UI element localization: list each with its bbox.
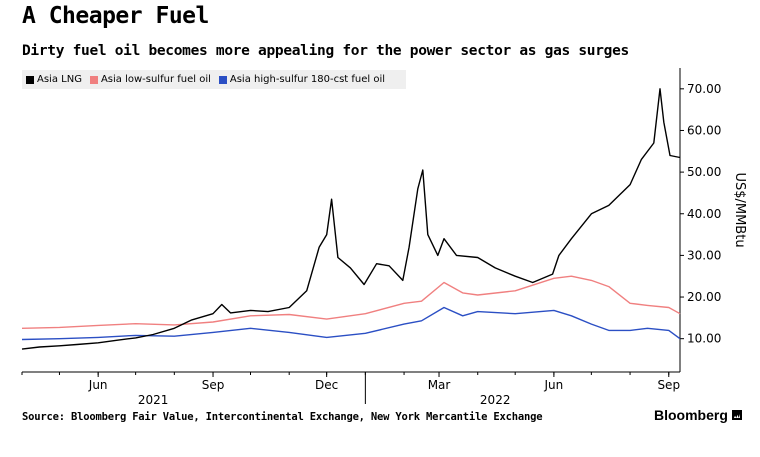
series-line-asia-low-sulfur-fuel-oil	[21, 275, 681, 329]
legend-swatch-high-sulfur	[218, 75, 227, 84]
legend-item-high-sulfur: Asia high-sulfur 180-cst fuel oil	[218, 74, 386, 85]
legend: Asia LNG Asia low-sulfur fuel oil Asia h…	[22, 70, 406, 89]
series-line-asia-lng	[21, 88, 681, 350]
series-line-asia-high-sulfur-180-cst-fuel-oil	[21, 306, 681, 341]
y-tick-label: 50.00	[687, 165, 721, 179]
y-tick-label: 40.00	[687, 207, 721, 221]
chart-icon	[731, 410, 742, 420]
brand-logo: Bloomberg	[654, 407, 742, 423]
y-tick-label: 30.00	[687, 248, 721, 262]
chart-title: A Cheaper Fuel	[22, 3, 209, 29]
legend-swatch-low-sulfur	[89, 75, 98, 84]
y-tick-label: 20.00	[687, 290, 721, 304]
y-tick-label: 10.00	[687, 332, 721, 346]
year-label: 2021	[138, 393, 169, 407]
legend-label-asia-lng: Asia LNG	[37, 74, 82, 85]
x-tick-label: Sep	[202, 378, 225, 392]
y-tick-label: 60.00	[687, 123, 721, 137]
year-label: 2022	[480, 393, 511, 407]
y-axis-title: US$/MMBtu	[732, 172, 747, 247]
x-tick-label: Jun	[88, 378, 108, 392]
legend-item-low-sulfur: Asia low-sulfur fuel oil	[89, 74, 211, 85]
y-tick-label: 70.00	[687, 82, 721, 96]
x-tick-label: Sep	[657, 378, 680, 392]
legend-item-asia-lng: Asia LNG	[26, 74, 82, 85]
chart-subtitle: Dirty fuel oil becomes more appealing fo…	[22, 43, 629, 59]
legend-label-high-sulfur: Asia high-sulfur 180-cst fuel oil	[229, 74, 386, 85]
source-note: Source: Bloomberg Fair Value, Interconti…	[22, 411, 543, 423]
x-tick-label: Mar	[428, 378, 451, 392]
x-tick-label: Jun	[544, 378, 564, 392]
legend-label-low-sulfur: Asia low-sulfur fuel oil	[100, 74, 211, 85]
legend-swatch-asia-lng	[26, 75, 34, 84]
x-tick-label: Dec	[315, 378, 338, 392]
brand-name: Bloomberg	[654, 407, 728, 423]
